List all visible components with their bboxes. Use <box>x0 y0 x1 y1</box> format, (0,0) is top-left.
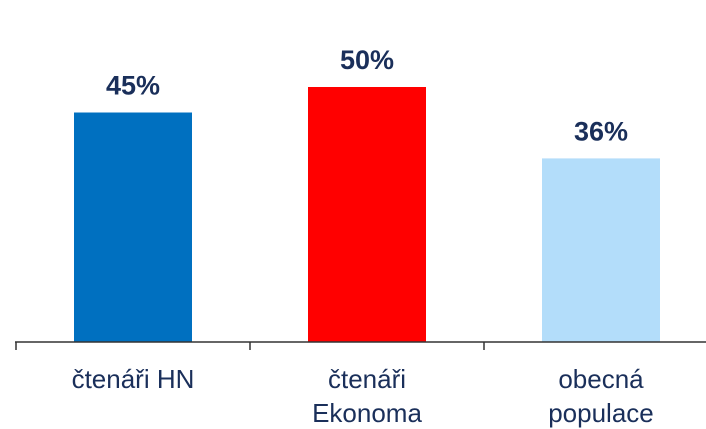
data-label-3: 36% <box>574 116 628 146</box>
category-label-2-line-2: Ekonoma <box>312 398 422 428</box>
category-label-3-line-1: obecná <box>558 364 644 394</box>
category-label-1-line-1: čtenáři HN <box>72 364 195 394</box>
bar-2 <box>308 87 426 342</box>
data-label-2: 50% <box>340 45 394 75</box>
data-label-1: 45% <box>106 71 160 101</box>
category-label-2-line-1: čtenáři <box>328 364 406 394</box>
bar-1 <box>74 112 192 342</box>
bar-3 <box>542 158 660 342</box>
category-label-3-line-2: populace <box>548 398 654 428</box>
